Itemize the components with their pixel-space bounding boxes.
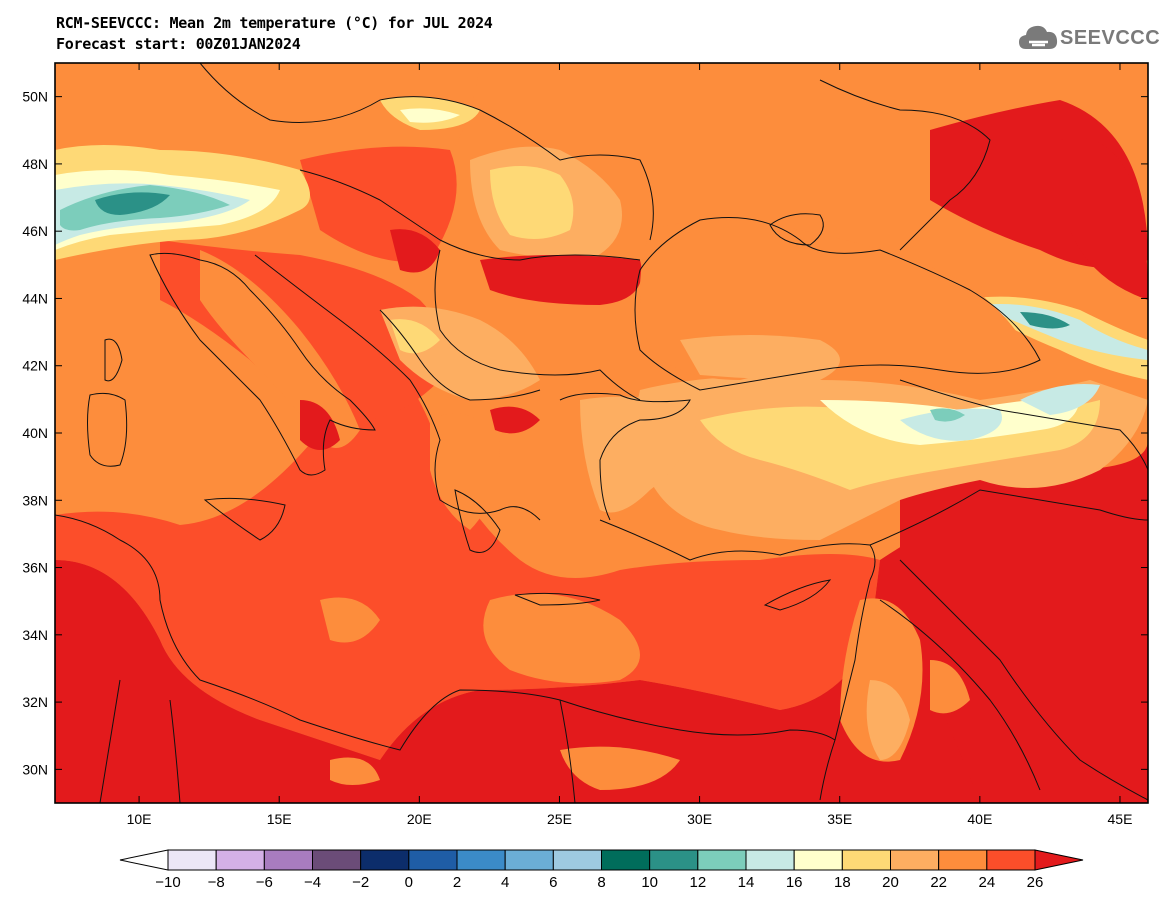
lat-tick-label: 42N	[22, 358, 48, 374]
map-title: RCM-SEEVCCC: Mean 2m temperature (°C) fo…	[56, 14, 493, 32]
colorbar-label: −10	[155, 874, 180, 891]
colorbar-swatch	[360, 849, 410, 871]
colorbar-label: 0	[405, 874, 413, 891]
logo-text: SEEVCCC	[1060, 27, 1161, 49]
colorbar-swatch	[263, 849, 314, 871]
colorbar-label: 14	[738, 874, 755, 891]
colorbar-swatch	[841, 849, 891, 871]
colorbar-swatch	[408, 849, 458, 871]
colorbar-swatch	[312, 849, 362, 871]
colorbar-label: −4	[304, 874, 321, 891]
lon-tick-label: 20E	[407, 811, 432, 827]
colorbar-label: 10	[641, 874, 658, 891]
lat-tick-label: 46N	[22, 223, 48, 239]
colorbar-label: 6	[549, 874, 557, 891]
colorbar: −10 −8 −6 −4 −2 0 2 4 6 8 10 12 14 16 18 20 22 24 26	[119, 849, 1084, 891]
colorbar-swatch	[215, 849, 265, 871]
seevccc-logo: SEEVCCC	[1018, 22, 1160, 56]
colorbar-label: 24	[978, 874, 995, 891]
colorbar-label: −2	[352, 874, 369, 891]
map-axes: 10E 15E 20E 25E 30E 35E 40E 45E 30N 32N 34N 36N 38N 4…	[22, 63, 1148, 827]
colorbar-label: 26	[1027, 874, 1044, 891]
colorbar-swatch	[745, 849, 795, 871]
lat-tick-label: 30N	[22, 761, 48, 777]
colorbar-label: 2	[453, 874, 461, 891]
lat-tick-label: 36N	[22, 560, 48, 576]
colorbar-swatch	[986, 849, 1036, 871]
coastlines	[55, 63, 1148, 803]
lat-tick-label: 40N	[22, 425, 48, 441]
colorbar-swatch	[890, 849, 940, 871]
colorbar-label: 20	[882, 874, 899, 891]
lon-tick-label: 15E	[267, 811, 292, 827]
lat-tick-label: 48N	[22, 156, 48, 172]
lat-tick-label: 50N	[22, 89, 48, 105]
colorbar-swatch	[697, 849, 747, 871]
cloud-icon	[1019, 25, 1058, 49]
forecast-start-subtitle: Forecast start: 00Z01JAN2024	[56, 35, 301, 53]
lon-tick-label: 30E	[687, 811, 712, 827]
colorbar-swatch	[456, 849, 506, 871]
colorbar-label: 22	[930, 874, 947, 891]
colorbar-swatch	[938, 849, 988, 871]
colorbar-swatch	[649, 849, 699, 871]
colorbar-label: 4	[501, 874, 509, 891]
colorbar-swatch	[167, 849, 217, 871]
colorbar-swatch	[793, 849, 843, 871]
lon-tick-label: 25E	[547, 811, 572, 827]
colorbar-label: 12	[689, 874, 706, 891]
temperature-field	[55, 63, 1148, 803]
lat-tick-label: 38N	[22, 492, 48, 508]
lon-tick-label: 10E	[127, 811, 152, 827]
colorbar-swatch	[504, 849, 554, 871]
colorbar-label: −8	[208, 874, 225, 891]
lon-tick-label: 45E	[1108, 811, 1133, 827]
colorbar-label: 16	[786, 874, 803, 891]
lat-tick-label: 44N	[22, 290, 48, 306]
colorbar-label: −6	[256, 874, 273, 891]
lat-tick-label: 32N	[22, 694, 48, 710]
colorbar-over-triangle	[1034, 849, 1084, 871]
colorbar-swatch	[552, 849, 602, 871]
colorbar-under-triangle	[119, 849, 169, 871]
colorbar-label: 8	[597, 874, 605, 891]
lon-tick-label: 35E	[827, 811, 852, 827]
lat-tick-label: 34N	[22, 627, 48, 643]
lon-tick-label: 40E	[967, 811, 992, 827]
colorbar-label: 18	[834, 874, 851, 891]
colorbar-swatch	[601, 849, 651, 871]
